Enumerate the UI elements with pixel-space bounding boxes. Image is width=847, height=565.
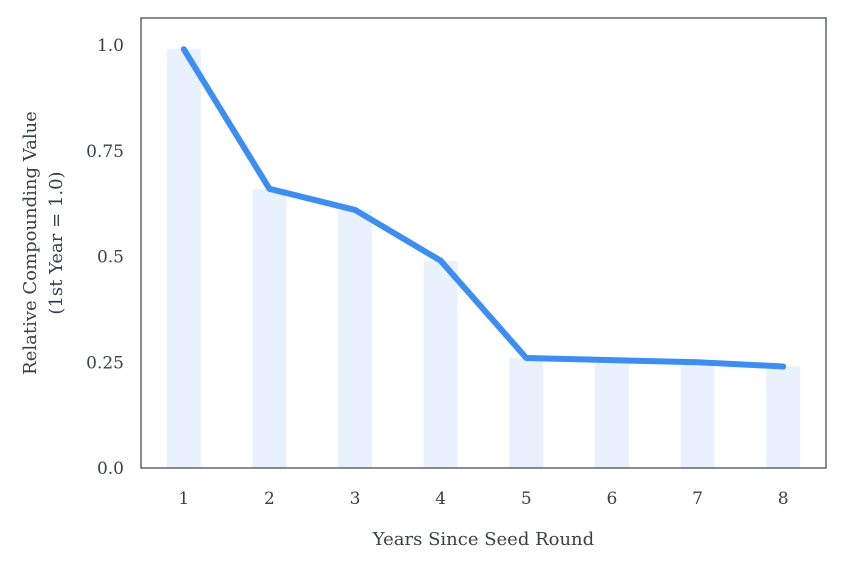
y-tick-label: 0.25 [86,353,124,373]
bar-year-1 [166,49,201,468]
x-axis-ticks: 1 2 3 4 5 6 7 8 [178,489,788,509]
y-tick-label: 0.75 [86,142,124,162]
y-tick-label: 1.0 [97,36,124,56]
x-tick-label: 7 [692,489,703,509]
y-axis-ticks: 0.0 0.25 0.5 0.75 1.0 [86,36,124,479]
bar-year-3 [338,209,373,468]
x-tick-label: 2 [264,489,275,509]
y-tick-label: 0.0 [97,459,124,479]
x-tick-label: 6 [607,489,618,509]
x-tick-label: 8 [778,489,789,509]
series-line [180,46,787,370]
x-axis-label: Years Since Seed Round [372,529,594,550]
x-tick-label: 1 [178,489,189,509]
y-axis-label-line2: (1st Year = 1.0) [46,171,67,314]
bar-year-7 [680,362,715,468]
plot-frame [140,17,827,469]
y-axis-label-line1: Relative Compounding Value [20,111,41,375]
bar-year-8 [766,366,801,468]
x-tick-label: 5 [521,489,532,509]
bar-year-2 [252,188,287,468]
bar-year-6 [594,360,629,468]
y-tick-label: 0.5 [97,248,124,268]
x-tick-label: 3 [350,489,361,509]
x-tick-label: 4 [435,489,446,509]
bar-year-4 [423,260,458,468]
bars-layer [166,49,801,468]
bar-year-5 [509,358,544,468]
